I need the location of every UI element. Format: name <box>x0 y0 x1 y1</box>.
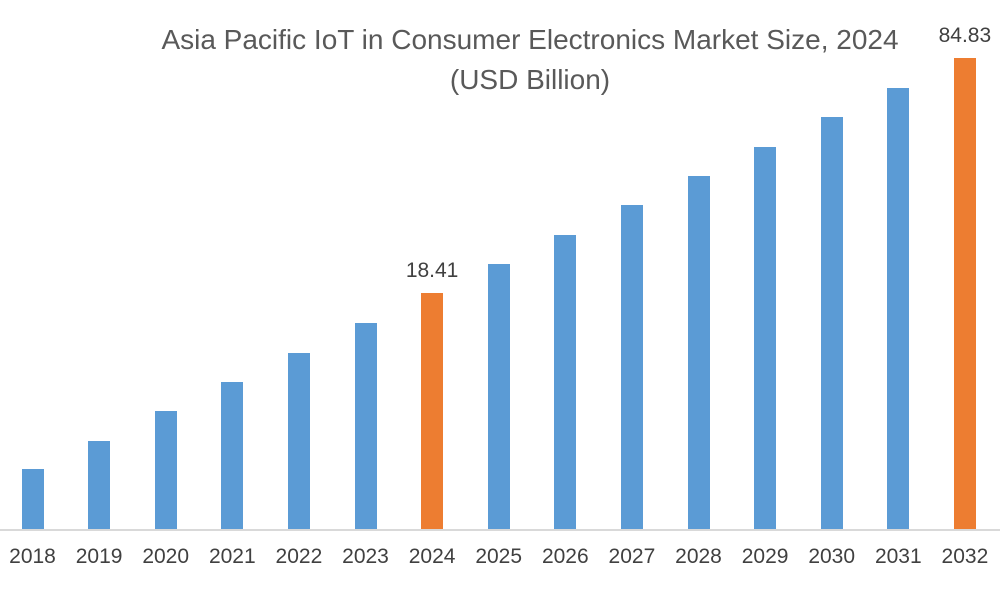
bar-2031 <box>887 88 910 529</box>
x-axis-label-2032: 2032 <box>941 545 989 568</box>
bar-2019 <box>88 441 111 529</box>
x-axis-label-2029: 2029 <box>741 545 789 568</box>
x-axis-label-2028: 2028 <box>675 545 722 568</box>
bar-2032 <box>953 58 976 529</box>
bar-2025 <box>487 264 510 529</box>
bar-2021 <box>221 382 244 529</box>
x-axis-label-2031: 2031 <box>874 545 922 568</box>
x-axis-label-2024: 2024 <box>408 545 456 568</box>
data-label-2024: 18.41 <box>405 259 459 282</box>
x-axis-label-2020: 2020 <box>142 545 190 568</box>
bar-2023 <box>354 323 377 529</box>
bar-2030 <box>820 117 843 529</box>
chart-title: Asia Pacific IoT in Consumer Electronics… <box>52 20 1008 100</box>
data-label-2032: 84.83 <box>938 24 992 47</box>
bar-2024 <box>421 293 444 529</box>
bar-2027 <box>620 205 643 529</box>
chart-title-line1: Asia Pacific IoT in Consumer Electronics… <box>161 24 899 55</box>
x-axis-label-2023: 2023 <box>342 545 389 568</box>
bar-2022 <box>287 353 310 529</box>
bar-2026 <box>554 235 577 529</box>
x-axis-label-2022: 2022 <box>275 545 323 568</box>
x-axis-label-2025: 2025 <box>475 545 523 568</box>
bar-2018 <box>21 469 44 529</box>
x-axis-label-2030: 2030 <box>808 545 856 568</box>
x-axis-label-2026: 2026 <box>541 545 589 568</box>
x-axis-line <box>0 529 1000 531</box>
x-axis-label-2021: 2021 <box>208 545 256 568</box>
x-axis-label-2019: 2019 <box>75 545 123 568</box>
bar-2029 <box>754 147 777 529</box>
x-axis-label-2027: 2027 <box>608 545 656 568</box>
bar-2020 <box>154 411 177 529</box>
bar-2028 <box>687 176 710 529</box>
chart-title-line2: (USD Billion) <box>449 64 611 95</box>
x-axis-label-2018: 2018 <box>9 545 56 568</box>
